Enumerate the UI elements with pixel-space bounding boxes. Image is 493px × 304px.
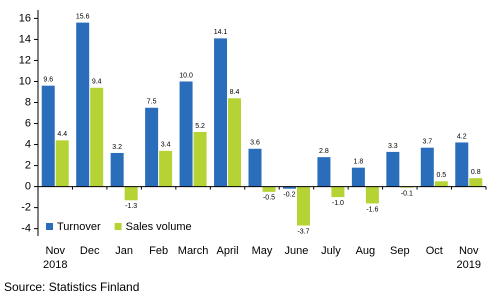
y-tick-label: -2 <box>21 202 31 214</box>
bar <box>420 147 434 187</box>
value-label: 15.6 <box>76 13 90 20</box>
bar <box>214 38 228 187</box>
value-label: 3.6 <box>250 140 260 147</box>
value-label: -1.0 <box>332 200 344 207</box>
x-tick-label: July <box>321 245 341 257</box>
value-label: -0.2 <box>283 192 295 199</box>
x-tick-label: May <box>252 245 273 257</box>
bar <box>41 85 55 187</box>
bar <box>351 167 365 187</box>
bar <box>282 186 296 189</box>
y-tick-label: 4 <box>25 138 31 150</box>
bar <box>317 157 331 187</box>
value-label: 8.4 <box>230 89 240 96</box>
value-label: 9.4 <box>92 79 102 86</box>
bar <box>469 178 483 187</box>
value-label: 3.2 <box>112 144 122 151</box>
x-tick-label: Dec <box>80 245 100 257</box>
bar <box>400 186 414 188</box>
value-label: -0.5 <box>263 195 275 202</box>
value-label: 3.3 <box>388 143 398 150</box>
y-tick-label: 16 <box>19 12 31 24</box>
x-tick-label: April <box>217 245 239 257</box>
x-tick-label: Oct <box>426 245 443 257</box>
bar <box>90 87 104 187</box>
bar <box>193 131 207 187</box>
x-tick-label: Nov <box>45 245 65 257</box>
y-tick-label: 2 <box>25 159 31 171</box>
value-label: -3.7 <box>297 228 309 235</box>
bar <box>365 186 379 204</box>
value-label: 7.5 <box>147 99 157 106</box>
value-label: 0.5 <box>436 172 446 179</box>
bar <box>455 142 469 187</box>
y-tick-label: 6 <box>25 117 31 129</box>
value-label: -1.3 <box>125 203 137 210</box>
x-tick-label: March <box>178 245 209 257</box>
value-label: 2.8 <box>319 148 329 155</box>
value-label: 3.4 <box>161 142 171 149</box>
y-tick-label: 8 <box>25 96 31 108</box>
bar <box>386 151 400 187</box>
value-label: 1.8 <box>354 159 364 166</box>
bar <box>434 181 448 187</box>
y-tick-label: -4 <box>21 223 31 235</box>
legend-swatch <box>46 223 53 230</box>
value-label: 14.1 <box>214 29 228 36</box>
value-label: 0.8 <box>471 169 481 176</box>
y-tick-label: 10 <box>19 75 31 87</box>
bar <box>331 186 345 198</box>
legend-label: Turnover <box>57 221 101 233</box>
source: Source: Statistics Finland <box>4 280 139 294</box>
bar <box>110 152 124 187</box>
bar <box>159 150 173 187</box>
bar <box>296 186 310 226</box>
y-tick-label: 12 <box>19 54 31 66</box>
x-tick-label: Feb <box>149 245 168 257</box>
bar <box>228 98 242 187</box>
value-label: 9.6 <box>43 77 53 84</box>
bar <box>55 140 69 187</box>
x-tick-label: Aug <box>356 245 376 257</box>
legend-label: Sales volume <box>126 221 192 233</box>
x-tick-label: Jan <box>115 245 133 257</box>
value-label: 4.2 <box>457 133 467 140</box>
legend-swatch <box>114 223 122 230</box>
bar <box>124 186 138 201</box>
bar <box>145 107 159 187</box>
bar <box>76 22 90 187</box>
bar <box>248 148 262 187</box>
value-label: 10.0 <box>179 72 193 79</box>
value-label: 4.4 <box>57 131 67 138</box>
value-label: 5.2 <box>195 123 205 130</box>
y-tick-label: 0 <box>25 181 31 193</box>
x-tick-year: 2019 <box>457 259 481 271</box>
bar <box>179 81 193 187</box>
value-label: 3.7 <box>422 139 432 146</box>
bar <box>262 186 276 192</box>
x-tick-label: Nov <box>459 245 479 257</box>
x-tick-year: 2018 <box>43 259 67 271</box>
value-label: -1.6 <box>366 206 378 213</box>
x-tick-label: June <box>285 245 309 257</box>
x-tick-label: Sep <box>390 245 410 257</box>
y-tick-label: 14 <box>19 33 31 45</box>
value-label: -0.1 <box>401 190 413 197</box>
